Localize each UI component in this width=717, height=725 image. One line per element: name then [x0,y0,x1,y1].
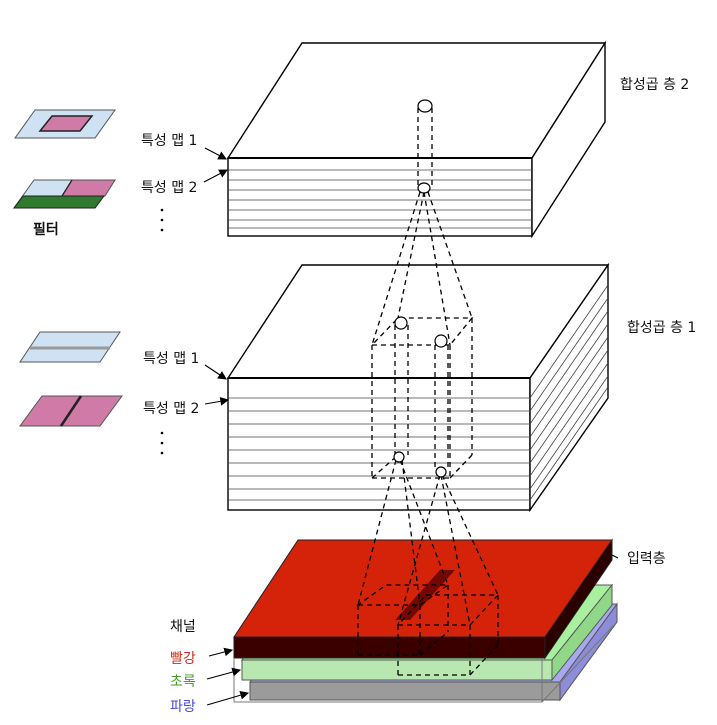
conv1-side-lines [529,284,609,501]
conv1-feature-map-2-label: 특성 맵 2 [143,401,200,417]
filter-label: 필터 [33,222,59,238]
neuron-nodes [393,99,448,478]
conv2-feature-map-1-label: 특성 맵 1 [141,133,198,149]
conv2-layer-label: 합성곱 층 2 [620,77,690,93]
filter-icon-conv1-1 [19,331,121,363]
input-layer [233,538,618,703]
input-layer-label: 입력층 [627,551,666,567]
channel-blue-label: 파랑 [170,699,196,715]
input-outline [233,624,615,703]
red-channel-slab [233,538,613,660]
conv1-layer-label: 합성곱 층 1 [627,320,697,336]
ellipsis-dots [160,208,164,455]
filter-icon-conv1-2 [19,395,123,427]
conv2-feature-map-2-label: 특성 맵 2 [141,180,198,196]
conv2-block [226,40,607,239]
filter-icon-conv2-2 [13,179,116,209]
arrows [203,147,619,706]
conv2-slice-lines [228,169,532,229]
channel-green-label: 초록 [170,674,196,690]
input-filter-shadow [395,570,455,620]
filter-icon-conv2-1 [14,109,116,139]
channel-red-label: 빨강 [170,651,196,667]
channels-title: 채널 [170,619,196,635]
conv1-slice-lines [228,397,530,501]
receptive-field-lines [355,108,500,676]
conv1-block [226,262,610,513]
conv1-feature-map-1-label: 특성 맵 1 [143,351,200,367]
